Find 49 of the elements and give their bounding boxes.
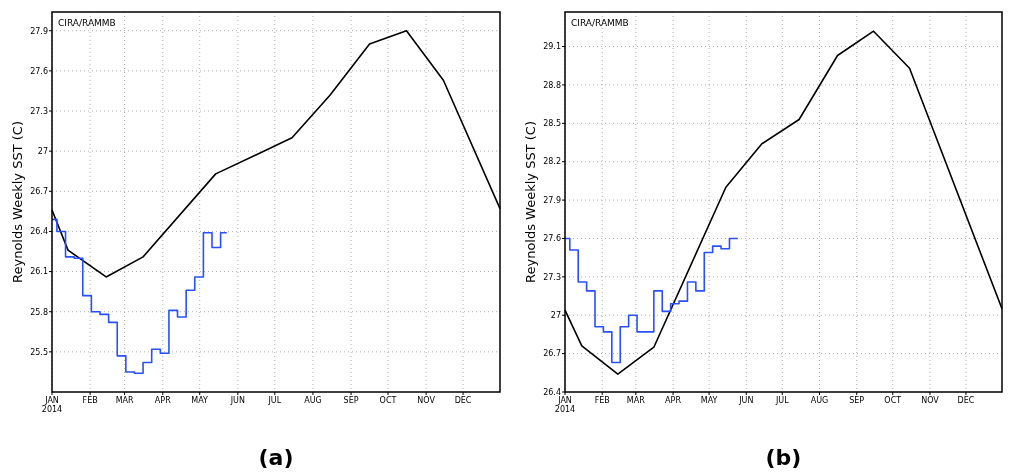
x-tick-label: APR <box>665 396 682 405</box>
y-tick-label: 26.1 <box>30 267 48 277</box>
y-tick-label: 25.5 <box>30 347 48 357</box>
y-axis-title: Reynolds Weekly SST (C) <box>10 121 25 283</box>
y-tick-label: 25.8 <box>30 307 48 317</box>
y-tick-label: 26.4 <box>543 387 561 397</box>
x-tick-label: DEC <box>454 396 472 405</box>
y-tick-label: 26.7 <box>30 187 48 197</box>
x-tick-label: AUG <box>810 396 829 405</box>
annotation: CIRA/RAMMB <box>58 18 116 28</box>
x-tick-label: NOV <box>921 396 940 405</box>
x-tick-label: DEC <box>957 396 975 405</box>
x-tick-label: MAY <box>700 396 718 405</box>
y-tick-label: 28.5 <box>543 119 561 129</box>
x-tick-label: JUL <box>267 396 282 405</box>
y-tick-label: 27 <box>37 146 48 156</box>
x-tick-label: MAR <box>115 396 135 405</box>
y-tick-label: 27.9 <box>30 26 48 36</box>
x-tick-label: SEP <box>343 396 359 405</box>
x-tick-label: AUG <box>304 396 322 405</box>
y-tick-label: 27.6 <box>30 66 48 76</box>
y-tick-label: 27 <box>550 311 561 321</box>
x-tick-label: NOV <box>417 396 436 405</box>
x-tick-label: FEB <box>594 396 610 405</box>
x-tick-label: MAY <box>191 396 209 405</box>
y-tick-label: 27.6 <box>543 234 561 244</box>
y-axis-title: Reynolds Weekly SST (C) <box>523 121 538 283</box>
text: (b) <box>765 445 802 470</box>
x-tick-label: MAR <box>626 396 646 405</box>
x-tick-label: JAN 2014 <box>554 396 576 414</box>
y-tick-label: 28.8 <box>543 80 561 90</box>
x-tick-label: OCT <box>379 396 397 405</box>
y-tick-label: 27.3 <box>543 272 561 282</box>
annotation: CIRA/RAMMB <box>571 18 629 28</box>
y-tick-label: 27.3 <box>30 106 48 116</box>
y-tick-label: 29.1 <box>543 42 561 52</box>
y-tick-label: 28.2 <box>543 157 561 167</box>
x-tick-label: JAN 2014 <box>41 396 63 414</box>
text: (a) <box>258 445 294 470</box>
x-tick-label: SEP <box>849 396 865 405</box>
y-tick-label: 26.7 <box>543 349 561 359</box>
x-tick-label: OCT <box>884 396 902 405</box>
x-tick-label: JUL <box>774 396 790 405</box>
x-tick-label: JUN <box>738 396 754 405</box>
x-tick-label: APR <box>154 396 172 405</box>
x-tick-label: FEB <box>82 396 98 405</box>
y-tick-label: 26.4 <box>30 227 48 237</box>
y-tick-label: 27.9 <box>543 195 561 205</box>
x-tick-label: JUN <box>229 396 245 405</box>
